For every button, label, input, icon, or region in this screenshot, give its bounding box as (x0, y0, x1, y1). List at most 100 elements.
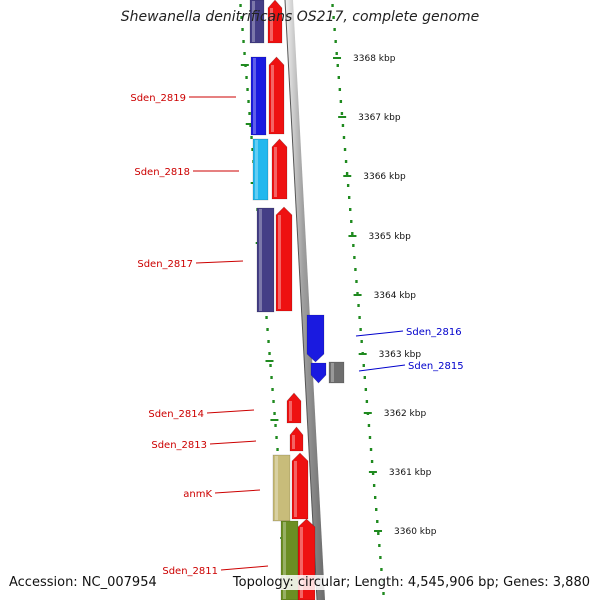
inner-ruler-dot (243, 52, 246, 55)
cog-block-shine (259, 209, 262, 311)
cog-block (328, 361, 345, 384)
inner-ruler-dot (273, 412, 276, 415)
outer-major-tick (368, 471, 377, 473)
position-label: 3361 kbp (389, 468, 432, 478)
inner-ruler-dot (266, 328, 269, 331)
inner-ruler-dot (267, 340, 270, 343)
outer-ruler-dot (354, 268, 357, 271)
outer-ruler-dot (345, 172, 349, 175)
gene-arrow-shine (292, 435, 295, 449)
outer-ruler-dot (351, 232, 354, 235)
gene-label: Sden_2815 (408, 361, 464, 372)
gene-leader-line (195, 260, 244, 264)
outer-ruler-dot (358, 316, 361, 319)
gene-arrow-shine (294, 461, 297, 517)
inner-ruler-dot (247, 100, 250, 103)
gene-leader-line (220, 565, 269, 571)
position-label: 3368 kbp (353, 54, 396, 64)
position-label: 3362 kbp (384, 409, 427, 419)
cog-block-shine (331, 363, 334, 382)
gene-arrow-plus (306, 314, 325, 363)
outer-ruler-dot (350, 220, 353, 223)
inner-ruler-dot (246, 88, 249, 91)
accession-label: Accession: NC_007954 (9, 575, 157, 590)
backbone (285, 0, 325, 600)
outer-major-tick (374, 530, 383, 532)
outer-ruler-dot (356, 292, 359, 295)
outer-ruler-dot (352, 244, 355, 247)
gene-leader-line (358, 364, 406, 372)
gene-label: Sden_2818 (134, 167, 190, 178)
outer-ruler-dot (371, 472, 375, 475)
cog-block-shine (255, 140, 258, 199)
outer-ruler-dot (331, 4, 334, 7)
gene-leader-line (355, 330, 404, 337)
outer-ruler-dot (346, 184, 350, 187)
topology-label: Topology: circular; Length: 4,545,906 bp… (232, 575, 590, 590)
gene-arrow (291, 452, 309, 520)
outer-ruler-dot (372, 484, 376, 487)
gene-arrow (289, 426, 304, 452)
inner-ruler-dot (268, 352, 271, 355)
gene-arrow-plus (310, 362, 327, 384)
outer-major-tick (333, 57, 342, 59)
inner-ruler-dot (272, 400, 275, 403)
inner-major-tick (245, 123, 254, 125)
cog-block-shine (275, 456, 278, 520)
outer-ruler-dot (333, 28, 336, 31)
inner-ruler-dot (245, 76, 248, 79)
inner-major-tick (240, 64, 249, 66)
outer-ruler-dot (382, 592, 385, 595)
outer-major-tick (343, 175, 352, 177)
outer-ruler-dot (377, 532, 380, 535)
position-label: 3364 kbp (374, 291, 417, 301)
gene-arrow-shine (274, 147, 277, 197)
inner-ruler-dot (269, 364, 272, 367)
backbone-edge (284, 0, 318, 601)
outer-ruler-dot (357, 304, 360, 307)
outer-ruler-dot (367, 424, 371, 427)
cog-block-shine (283, 522, 286, 599)
gene-leader-line (206, 409, 255, 414)
cog-block (249, 0, 265, 44)
position-label: 3366 kbp (363, 172, 406, 182)
outer-ruler-dot (347, 196, 351, 199)
inner-ruler-dot (242, 40, 245, 43)
outer-ruler-dot (378, 544, 381, 547)
outer-major-tick (348, 235, 357, 237)
gene-label: Sden_2813 (151, 440, 207, 451)
outer-ruler-dot (360, 340, 363, 343)
outer-major-tick (353, 294, 362, 296)
outer-major-tick (363, 412, 372, 414)
gene-label: Sden_2817 (137, 259, 193, 270)
outer-ruler-dot (370, 460, 374, 463)
inner-ruler-dot (240, 16, 243, 19)
gene-leader-line (209, 440, 257, 445)
outer-ruler-dot (369, 448, 373, 451)
position-label: 3365 kbp (368, 232, 411, 242)
outer-ruler-dot (336, 64, 339, 67)
position-label: 3367 kbp (358, 113, 401, 123)
outer-ruler-dot (342, 136, 346, 139)
outer-ruler-dot (375, 508, 378, 511)
inner-ruler-dot (248, 112, 251, 115)
gene-arrow (286, 392, 302, 424)
outer-ruler-dot (363, 376, 366, 379)
outer-major-tick (338, 116, 347, 118)
outer-ruler-dot (349, 208, 352, 211)
outer-ruler-dot (334, 40, 337, 43)
cog-block-shine (253, 58, 256, 134)
inner-ruler-dot (251, 148, 254, 151)
outer-ruler-dot (340, 112, 344, 115)
outer-ruler-dot (353, 256, 356, 259)
inner-ruler-dot (270, 376, 273, 379)
outer-ruler-dot (359, 328, 362, 331)
outer-major-tick (358, 353, 367, 355)
outer-ruler-dot (380, 568, 383, 571)
gene-arrow-shine (270, 8, 273, 41)
position-label: 3363 kbp (379, 350, 422, 360)
gene-label: anmK (183, 489, 212, 500)
inner-major-tick (265, 360, 274, 362)
inner-ruler-dot (271, 388, 274, 391)
